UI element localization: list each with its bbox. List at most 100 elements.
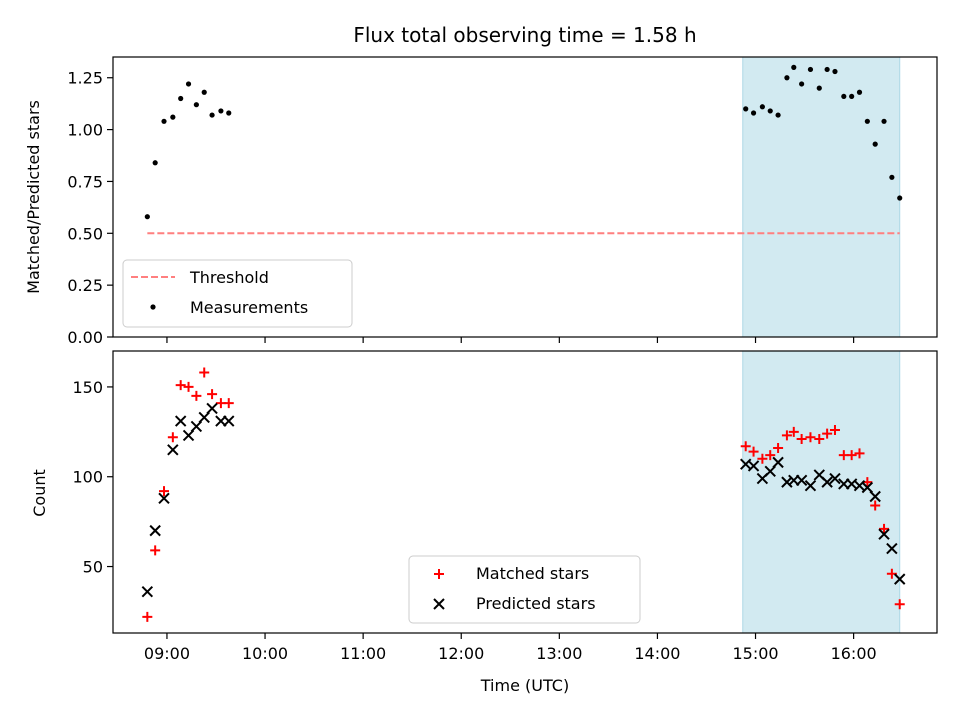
y-tick-label: 50 (83, 558, 103, 577)
predicted-star-point (747, 460, 760, 472)
bottom-y-axis-label: Count (30, 469, 49, 517)
y-tick-label: 150 (72, 378, 103, 397)
predicted-star-point (829, 472, 841, 485)
matched-star-point (159, 486, 170, 497)
measurement-point (775, 112, 781, 118)
matched-star-point (167, 432, 178, 443)
y-tick-label: 0.50 (67, 224, 103, 243)
measurement-point (799, 81, 805, 87)
matched-star-point (796, 434, 807, 445)
measurement-point (193, 102, 199, 108)
legend-matched-label: Matched stars (476, 564, 589, 583)
axes-frame (112, 350, 938, 634)
matched-star-point (788, 426, 799, 437)
matched-star-point (142, 611, 153, 622)
top-y-axis-label: Matched/Predicted stars (24, 100, 43, 294)
measurement-point (201, 89, 207, 95)
measurement-point (872, 141, 878, 147)
predicted-star-point (861, 481, 874, 494)
measurement-point (178, 95, 184, 102)
matched-star-point (150, 545, 161, 556)
predicted-star-point (894, 573, 906, 585)
matched-star-point (740, 441, 751, 452)
ratio-panel: 0.00 0.25 0.50 0.75 1.00 1.25 Threshold Measure… (67, 56, 938, 347)
predicted-star-point (198, 411, 210, 424)
x-tick-label: 16:00 (831, 644, 877, 663)
legend: Matched stars Predicted stars (408, 555, 641, 624)
axes-frame (112, 56, 938, 338)
matched-star-point (757, 453, 768, 464)
predicted-star-point (821, 476, 833, 488)
measurement-point (784, 75, 790, 81)
x-tick-label: 14:00 (634, 644, 680, 663)
legend-predicted-label: Predicted stars (476, 594, 596, 613)
measurement-point (759, 104, 765, 110)
x-tick-label: 15:00 (732, 644, 778, 663)
measurement-point (856, 89, 863, 95)
measurement-point (226, 110, 232, 116)
x-tick-label: 09:00 (144, 644, 190, 663)
matched-star-point (870, 500, 881, 511)
count-panel: 50 100 150 09:00 10:00 11:00 12:00 13:00 14:00 15… (72, 350, 938, 663)
predicted-star-point (795, 474, 808, 487)
measurement-point (832, 68, 838, 75)
matched-star-point (183, 381, 194, 392)
measurement-point (750, 110, 757, 116)
matched-star-point (846, 450, 857, 461)
measurement-point (161, 118, 167, 124)
measurement-point (849, 93, 855, 100)
y-tick-label: 100 (72, 468, 103, 487)
measurement-point (152, 160, 158, 166)
legend-threshold-label: Threshold (189, 268, 269, 287)
matched-star-point (223, 398, 234, 409)
predicted-star-point (804, 480, 817, 492)
predicted-star-point (772, 456, 784, 469)
measurement-point (816, 85, 822, 91)
measurement-point (889, 174, 895, 180)
y-tick-label: 0.25 (67, 276, 103, 295)
y-tick-label: 0.75 (67, 172, 103, 191)
measurement-point (185, 81, 192, 87)
measurement-point (791, 64, 797, 70)
matched-star-point (829, 425, 840, 436)
matched-star-point (207, 389, 218, 400)
legend-measurements-label: Measurements (190, 298, 308, 317)
matched-star-point (765, 450, 776, 461)
matched-star-point (894, 599, 905, 610)
observing-span-shade (742, 350, 901, 634)
measurement-point (897, 195, 903, 201)
predicted-star-point (869, 490, 881, 503)
measurement-point (864, 118, 870, 124)
matched-star-point (199, 367, 210, 378)
predicted-star-point (141, 585, 154, 598)
chart-title: Flux total observing time = 1.58 h (353, 23, 696, 47)
predicted-star-point (781, 476, 793, 488)
measurement-point (170, 114, 176, 120)
matched-star-point (814, 434, 825, 445)
y-tick-label: 0.00 (67, 328, 103, 347)
x-axis-label: Time (UTC) (480, 676, 569, 695)
measurement-point (743, 106, 749, 112)
legend-predicted-swatch (433, 598, 445, 610)
matched-star-point (805, 432, 816, 443)
predicted-star-point (223, 415, 235, 427)
legend: Threshold Measurements (122, 259, 353, 328)
measurement-point (209, 112, 215, 118)
legend-measurements-swatch (150, 304, 156, 310)
predicted-star-point (167, 444, 179, 456)
y-tick-label: 1.25 (67, 69, 103, 88)
matched-star-point (773, 442, 784, 453)
measurement-point (881, 118, 887, 124)
matched-star-point (822, 428, 833, 439)
predicted-star-point (206, 402, 218, 415)
predicted-star-point (878, 528, 890, 540)
matched-star-point (748, 446, 759, 457)
predicted-star-point (190, 420, 203, 433)
x-tick-label: 12:00 (438, 644, 484, 663)
matched-star-point (854, 448, 865, 459)
observing-span-shade (742, 56, 901, 338)
predicted-star-point (149, 524, 161, 537)
x-tick-label: 10:00 (242, 644, 288, 663)
matched-star-point (781, 430, 792, 441)
legend-frame (122, 259, 353, 328)
